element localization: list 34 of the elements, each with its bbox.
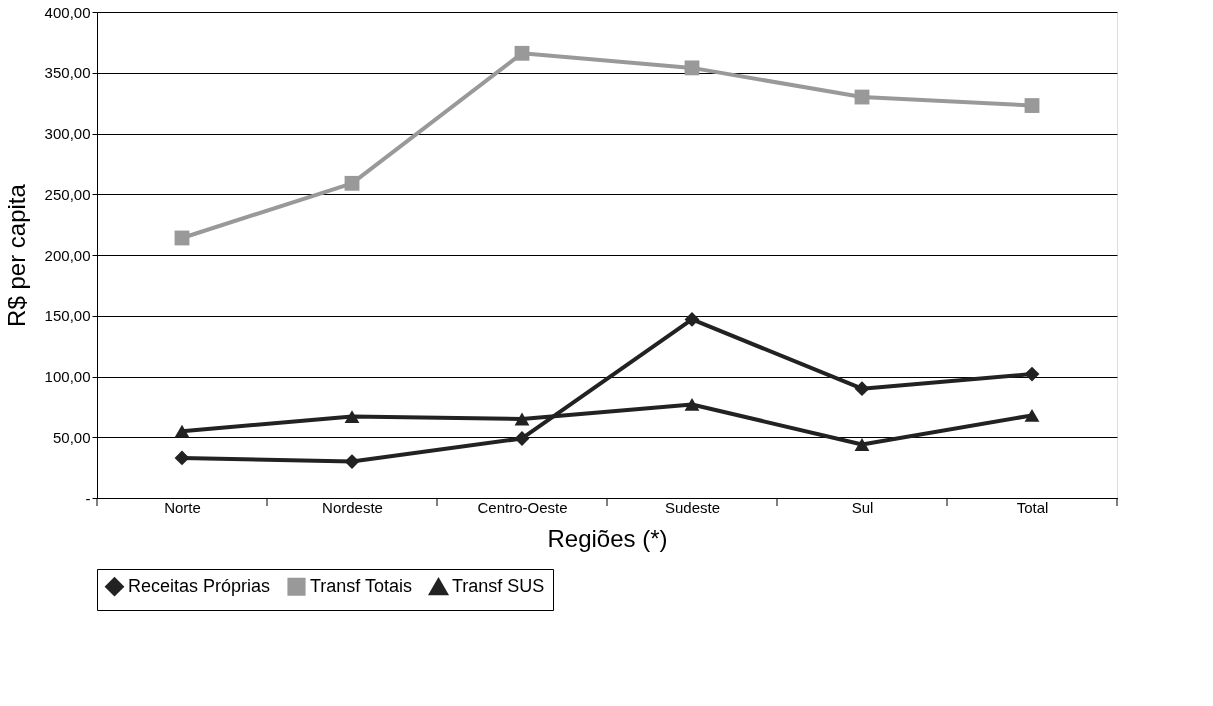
x-tick-label: Total xyxy=(1016,498,1049,516)
y-tick-label: 350,00 xyxy=(44,64,91,82)
legend-label: Receitas Próprias xyxy=(128,575,271,596)
point xyxy=(684,398,700,411)
y-tick-label: 400,00 xyxy=(44,3,91,21)
point xyxy=(514,45,530,61)
x-tick-label: Centro-Oeste xyxy=(477,498,568,516)
y-tick-label: 300,00 xyxy=(44,125,91,142)
point xyxy=(344,175,360,191)
y-tick-label: 150,00 xyxy=(44,307,91,325)
point xyxy=(174,424,190,438)
x-tick-label: Nordeste xyxy=(322,498,383,516)
y-tick-label: 100,00 xyxy=(44,368,91,385)
point xyxy=(684,311,700,327)
x-axis-title: Regiões (*) xyxy=(547,524,668,552)
x-tick-label: Norte xyxy=(164,498,201,516)
y-tick-label: 50,00 xyxy=(52,428,91,446)
legend-label: Transf Totais xyxy=(310,575,413,596)
x-tick-label: Sudeste xyxy=(664,498,721,516)
legend-label: Transf SUS xyxy=(452,576,545,597)
point xyxy=(854,381,870,397)
x-tick-label: Sul xyxy=(851,498,874,516)
point xyxy=(514,412,530,426)
point xyxy=(1024,408,1040,422)
point xyxy=(344,410,360,424)
y-tick-label: - xyxy=(85,489,91,507)
point xyxy=(1024,366,1040,382)
point xyxy=(174,450,190,466)
point xyxy=(1024,98,1040,113)
y-axis-title: R$ per capita xyxy=(2,183,30,327)
y-tick-label: 250,00 xyxy=(44,185,91,203)
y-tick-label: 200,00 xyxy=(44,246,91,264)
point xyxy=(854,438,870,451)
point xyxy=(684,60,700,76)
